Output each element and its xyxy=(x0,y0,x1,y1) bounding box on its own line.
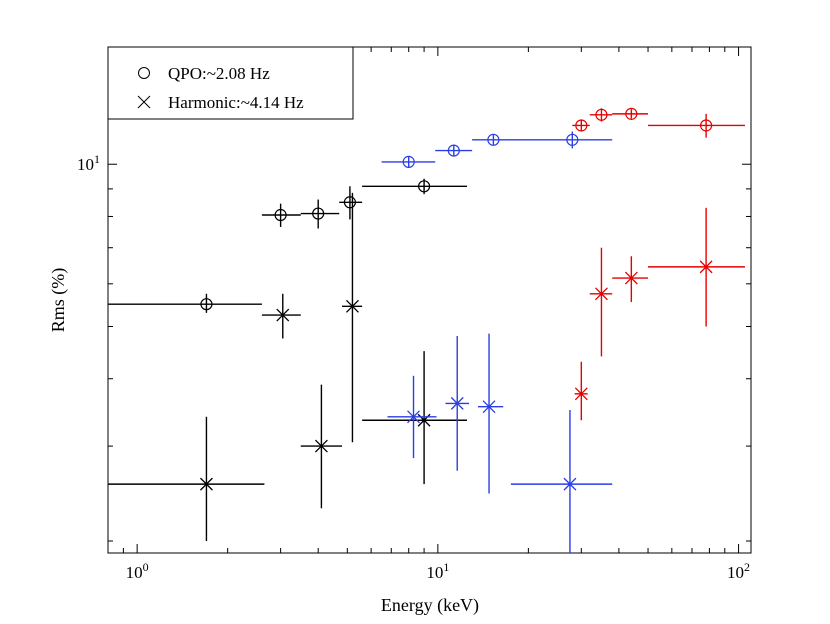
data-marks xyxy=(108,107,745,553)
circle-marker xyxy=(343,196,357,209)
harmonic-point xyxy=(612,256,649,303)
qpo-point xyxy=(648,113,745,138)
x-marker xyxy=(482,400,496,414)
harmonic-point xyxy=(387,375,437,459)
x-marker xyxy=(199,477,213,491)
harmonic-point xyxy=(300,384,342,509)
x-marker xyxy=(699,260,713,274)
circle-marker xyxy=(595,108,608,121)
circle-marker xyxy=(700,119,713,132)
circle-marker xyxy=(625,107,638,120)
circle-marker xyxy=(566,133,579,146)
harmonic-point xyxy=(108,416,265,541)
circle-marker xyxy=(402,155,415,169)
legend-x-marker xyxy=(137,95,151,109)
harmonic-point xyxy=(574,361,588,421)
harmonic-point xyxy=(648,207,745,327)
x-marker xyxy=(574,387,588,401)
y-tick-label: 101 xyxy=(77,152,100,174)
x-tick-label: 102 xyxy=(727,560,750,582)
harmonic-point xyxy=(589,247,613,357)
axis-ticks: 100 101 102 101 xyxy=(77,47,751,582)
circle-marker xyxy=(417,180,431,193)
qpo-point xyxy=(300,199,340,229)
x-marker xyxy=(594,287,608,301)
x-marker xyxy=(345,299,359,313)
circle-marker xyxy=(447,144,460,157)
x-tick-label: 101 xyxy=(426,560,449,582)
x-marker xyxy=(407,410,420,424)
qpo-point xyxy=(381,155,436,169)
harmonic-point xyxy=(478,333,504,494)
x-marker xyxy=(450,396,464,410)
x-marker xyxy=(276,308,290,322)
qpo-point xyxy=(514,131,613,149)
legend-label-qpo: QPO:~2.08 Hz xyxy=(168,64,270,83)
circle-marker xyxy=(312,207,325,220)
plot-frame xyxy=(107,46,752,554)
y-axis-label: Rms (%) xyxy=(48,268,69,333)
circle-marker xyxy=(575,119,588,132)
qpo-point xyxy=(572,119,590,132)
circle-marker xyxy=(200,298,213,311)
x-marker xyxy=(624,271,638,285)
legend-circle-marker xyxy=(138,67,150,79)
x-marker xyxy=(563,477,577,491)
legend: QPO:~2.08 Hz Harmonic:~4.14 Hz xyxy=(107,46,354,120)
qpo-point xyxy=(472,133,515,146)
legend-label-harmonic: Harmonic:~4.14 Hz xyxy=(168,93,304,112)
circle-marker xyxy=(487,133,500,146)
harmonic-point xyxy=(510,409,613,553)
qpo-point xyxy=(339,186,363,220)
x-tick-label: 100 xyxy=(126,560,149,582)
x-marker xyxy=(314,439,328,453)
qpo-point xyxy=(435,144,473,157)
qpo-point xyxy=(589,108,613,122)
harmonic-point xyxy=(341,192,363,443)
circle-marker xyxy=(274,208,287,222)
harmonic-point xyxy=(445,336,470,471)
qpo-point xyxy=(261,203,301,227)
qpo-point xyxy=(108,293,262,313)
qpo-point xyxy=(612,107,649,120)
qpo-point xyxy=(362,178,467,195)
harmonic-point xyxy=(261,293,301,339)
x-axis-label: Energy (keV) xyxy=(381,595,479,616)
